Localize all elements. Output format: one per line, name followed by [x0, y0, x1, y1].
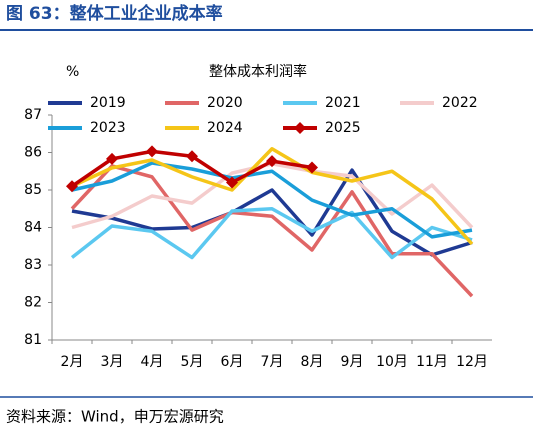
y-tick-label: 83	[24, 257, 42, 273]
header-title: 图 63：整体工业企业成本率	[6, 3, 223, 24]
y-tick-label: 81	[24, 332, 42, 348]
y-unit: %	[66, 64, 79, 80]
x-tick-label: 5月	[181, 354, 204, 370]
chart-title: 整体成本利润率	[209, 63, 307, 80]
source: 资料来源：Wind，申万宏源研究	[6, 408, 224, 426]
point-marker	[106, 152, 118, 165]
series-line	[71, 168, 473, 257]
x-tick-label: 12月	[456, 354, 488, 370]
legend-label: 2023	[90, 120, 126, 136]
y-tick-label: 82	[24, 295, 42, 311]
series-line	[71, 161, 473, 239]
series-line	[70, 207, 473, 260]
x-tick-label: 9月	[341, 354, 364, 370]
y-tick-label: 87	[24, 107, 42, 123]
legend-marker	[294, 122, 306, 134]
y-tick-label: 86	[24, 145, 42, 161]
y-tick-label: 85	[24, 182, 42, 198]
series-line	[70, 164, 474, 298]
point-marker	[66, 180, 78, 193]
legend-label: 2021	[325, 95, 361, 111]
point-marker	[226, 176, 238, 189]
x-tick-label: 7月	[261, 354, 284, 370]
legend-label: 2025	[325, 120, 361, 136]
x-tick-label: 6月	[221, 354, 244, 370]
legend-label: 2019	[90, 95, 126, 111]
series-line	[71, 147, 474, 246]
x-tick-label: 2月	[61, 354, 84, 370]
point-marker	[146, 145, 158, 158]
x-tick-label: 11月	[416, 354, 448, 370]
legend-label: 2022	[442, 95, 478, 111]
point-marker	[266, 155, 278, 168]
legend-label: 2024	[207, 120, 243, 136]
x-tick-label: 4月	[141, 354, 164, 370]
legend-label: 2020	[207, 95, 243, 111]
point-marker	[306, 161, 318, 174]
point-marker	[186, 150, 198, 163]
x-tick-label: 8月	[301, 354, 324, 370]
y-tick-label: 84	[24, 220, 42, 236]
x-tick-label: 3月	[101, 354, 124, 370]
x-tick-label: 10月	[376, 354, 408, 370]
